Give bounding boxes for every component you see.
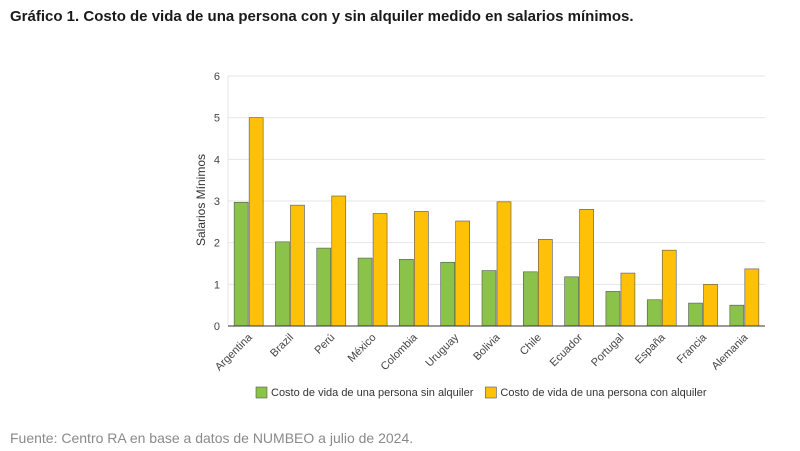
bar-without-rent bbox=[523, 271, 538, 327]
bar-with-rent bbox=[455, 220, 470, 327]
x-tick-label: Brazil bbox=[268, 332, 296, 360]
y-tick-label: 1 bbox=[214, 279, 220, 291]
y-axis-label: Salarios Mínimos bbox=[194, 154, 208, 246]
x-tick-label: Argentina bbox=[213, 331, 255, 373]
bar-without-rent bbox=[399, 259, 414, 327]
bar-with-rent bbox=[372, 213, 388, 327]
legend-swatch bbox=[485, 386, 497, 399]
x-tick-label: España bbox=[633, 331, 668, 366]
bar-with-rent bbox=[496, 201, 512, 327]
bar-with-rent bbox=[290, 204, 305, 327]
chart-title: Gráfico 1. Costo de vida de una persona … bbox=[10, 8, 634, 25]
x-tick-label: Alemania bbox=[710, 331, 752, 373]
y-axis: 0 1 2 3 4 5 6 bbox=[214, 71, 229, 333]
grid-lines bbox=[228, 75, 765, 327]
bar-without-rent bbox=[316, 247, 332, 327]
bar-with-rent bbox=[703, 284, 718, 327]
bar-with-rent bbox=[248, 117, 264, 327]
bar-without-rent bbox=[729, 304, 745, 327]
legend-label: Costo de vida de una persona sin alquile… bbox=[271, 387, 474, 399]
bar-without-rent bbox=[357, 257, 373, 327]
bars bbox=[233, 117, 760, 327]
y-tick-label: 6 bbox=[214, 71, 220, 83]
x-tick-label: Ecuador bbox=[548, 331, 586, 369]
x-tick-label: Uruguay bbox=[423, 331, 461, 369]
bar-without-rent bbox=[275, 241, 290, 327]
legend-label: Costo de vida de una persona con alquile… bbox=[500, 387, 706, 399]
x-tick-label: Bolivia bbox=[471, 331, 503, 363]
x-tick-label: Francia bbox=[675, 331, 710, 366]
bar-with-rent bbox=[620, 272, 636, 327]
x-tick-label: Perú bbox=[312, 332, 337, 357]
y-tick-label: 2 bbox=[214, 238, 220, 250]
bar-with-rent bbox=[331, 195, 347, 327]
bar-without-rent bbox=[440, 261, 455, 327]
legend: Costo de vida de una persona sin alquile… bbox=[255, 386, 707, 399]
bar-with-rent bbox=[414, 211, 429, 327]
y-tick-label: 3 bbox=[214, 196, 220, 208]
bar-without-rent bbox=[481, 270, 497, 327]
bar-with-rent bbox=[744, 268, 760, 327]
y-tick-label: 4 bbox=[214, 154, 220, 166]
bar-with-rent bbox=[661, 249, 677, 327]
source-note: Fuente: Centro RA en base a datos de NUM… bbox=[10, 430, 414, 446]
bar-without-rent bbox=[605, 291, 621, 327]
bar-without-rent bbox=[646, 299, 662, 327]
bar-without-rent bbox=[688, 302, 703, 327]
bar-with-rent bbox=[538, 239, 553, 327]
bar-with-rent bbox=[579, 209, 594, 327]
x-tick-label: Colombia bbox=[379, 331, 421, 373]
x-tick-label: Chile bbox=[518, 332, 544, 358]
x-tick-label: México bbox=[346, 332, 379, 365]
bar-without-rent bbox=[233, 201, 249, 327]
legend-swatch bbox=[255, 386, 268, 399]
x-tick-label: Portugal bbox=[589, 332, 626, 369]
bar-chart: 0 1 2 3 4 5 6 Argentina Brazil Perú México Colombi… bbox=[194, 71, 765, 399]
y-tick-label: 5 bbox=[214, 113, 220, 125]
bar-without-rent bbox=[564, 276, 579, 327]
x-axis: Argentina Brazil Perú México Colombia Uruguay… bbox=[213, 325, 765, 373]
y-tick-label: 0 bbox=[214, 321, 220, 333]
